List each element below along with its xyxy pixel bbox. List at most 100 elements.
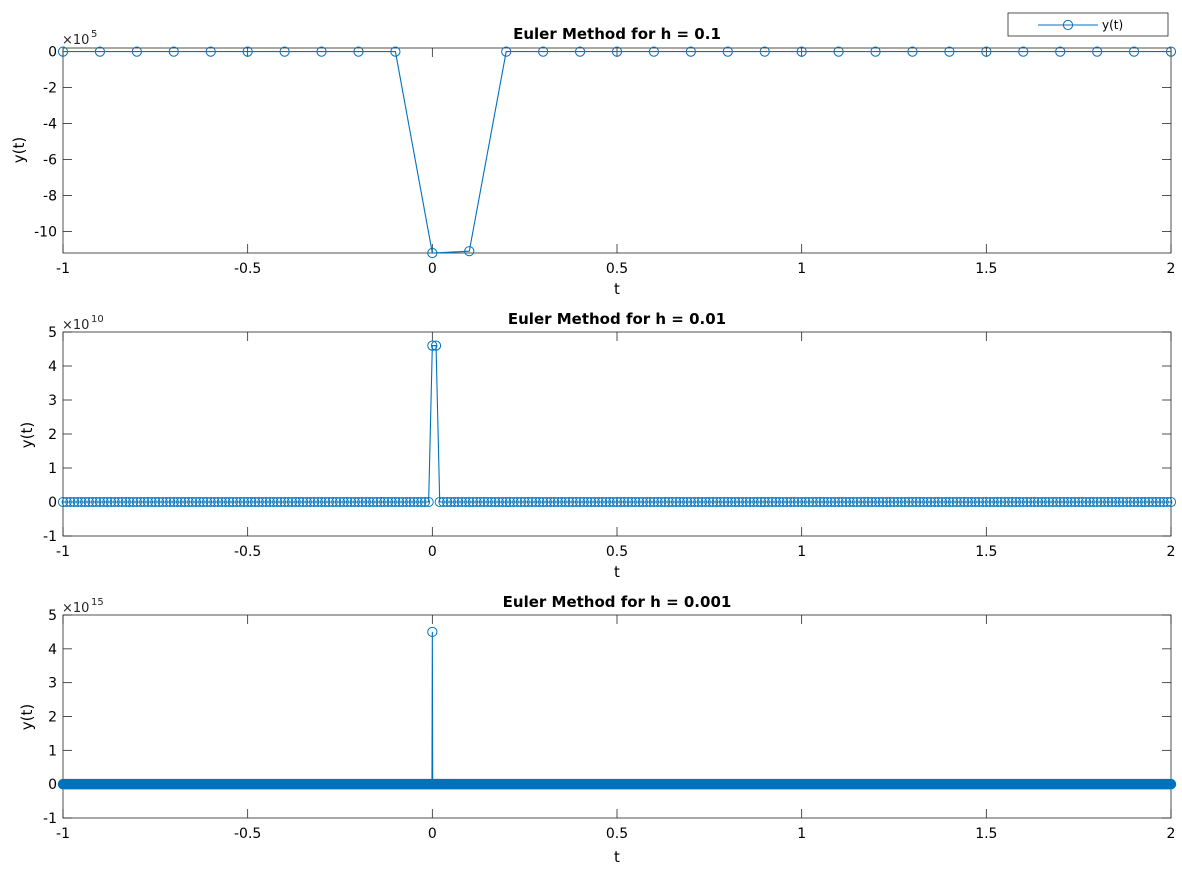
- data-point: [763, 496, 774, 508]
- data-point: [1114, 496, 1125, 508]
- data-point: [630, 496, 641, 508]
- data-point: [279, 496, 290, 508]
- data-point: [671, 496, 682, 508]
- data-point: [837, 496, 848, 508]
- data-point: [918, 496, 929, 508]
- data-point: [929, 496, 940, 508]
- data-point: [774, 496, 785, 508]
- data-point: [560, 496, 571, 508]
- data-point: [497, 496, 508, 508]
- data-point: [648, 496, 659, 508]
- data-point: [360, 496, 371, 508]
- data-point: [693, 496, 704, 508]
- data-point: [1121, 496, 1132, 508]
- data-point: [94, 46, 106, 57]
- data-point: [992, 496, 1003, 508]
- data-point: [242, 46, 253, 57]
- data-point: [674, 496, 685, 508]
- data-point: [69, 496, 80, 508]
- data-point: [353, 496, 364, 508]
- data-point: [412, 496, 423, 508]
- data-point: [822, 496, 833, 508]
- data-point: [896, 496, 907, 508]
- data-point: [907, 496, 918, 508]
- data-point: [870, 496, 881, 508]
- data-point: [578, 496, 589, 508]
- data-point: [131, 46, 142, 57]
- data-point: [741, 496, 752, 508]
- data-point: [589, 496, 600, 508]
- data-point: [733, 496, 744, 508]
- data-point: [390, 496, 401, 508]
- data-point: [1077, 496, 1088, 508]
- data-point: [371, 496, 382, 508]
- data-point: [1143, 496, 1154, 508]
- data-point: [1058, 496, 1069, 508]
- data-point: [586, 496, 597, 508]
- x-tick-label: -0.5: [234, 826, 261, 842]
- data-point: [379, 496, 390, 508]
- data-point: [984, 496, 996, 508]
- subplot-2-plot-area: -1 -0.5 0 0.5 1 1.5 2 -1 0 1 2 3 4 5: [43, 325, 1177, 560]
- data-point: [478, 496, 490, 508]
- y-tick-label: -6: [43, 152, 57, 168]
- data-point: [423, 496, 434, 508]
- data-point: [1040, 496, 1051, 508]
- x-tick-label: 2: [1167, 826, 1176, 842]
- data-point: [246, 496, 257, 508]
- data-point: [353, 46, 364, 57]
- data-point: [194, 496, 205, 508]
- data-point: [201, 496, 213, 508]
- data-point: [608, 496, 619, 508]
- data-point: [312, 496, 323, 508]
- data-point: [83, 496, 94, 508]
- data-point: [98, 496, 109, 508]
- data-point: [907, 46, 918, 57]
- data-point: [936, 496, 948, 508]
- subplot-1-legend: y(t): [1007, 12, 1169, 37]
- data-point: [375, 496, 386, 508]
- data-point: [575, 496, 586, 508]
- data-point: [456, 496, 467, 508]
- subplot-1-x-axis-label: t: [614, 280, 620, 298]
- data-point: [722, 46, 733, 57]
- data-point: [541, 496, 552, 508]
- y-tick-label: 3: [48, 676, 57, 692]
- data-point: [641, 496, 652, 508]
- subplot-2-title: Euler Method for h = 0.01: [508, 310, 726, 328]
- data-point: [948, 496, 959, 508]
- x-tick-label: 1: [797, 826, 806, 842]
- data-point: [128, 496, 139, 508]
- data-point: [298, 496, 309, 508]
- data-point: [209, 496, 220, 508]
- x-tick-label: 0.5: [606, 826, 628, 842]
- y-tick-label: -8: [43, 188, 57, 204]
- data-point: [120, 496, 131, 508]
- data-point: [1007, 496, 1018, 508]
- data-point: [604, 496, 615, 508]
- data-point: [305, 496, 316, 508]
- data-point: [826, 496, 837, 508]
- data-point: [316, 46, 327, 57]
- data-point: [486, 496, 497, 508]
- x-tick-label: -1: [56, 261, 70, 277]
- data-point: [405, 496, 416, 508]
- data-point: [257, 496, 268, 508]
- data-point: [597, 496, 608, 508]
- data-point: [1092, 46, 1103, 57]
- data-point: [224, 496, 235, 508]
- data-point: [840, 496, 852, 508]
- data-point: [730, 496, 741, 508]
- data-point: [1125, 496, 1136, 508]
- data-point: [1029, 496, 1040, 508]
- subplot-1-y-scale-exponent: 5: [91, 29, 97, 40]
- data-point: [397, 496, 408, 508]
- data-point: [545, 496, 556, 508]
- data-point: [877, 496, 888, 508]
- data-point: [117, 496, 128, 508]
- data-point: [892, 496, 903, 508]
- data-point: [394, 496, 405, 508]
- data-point: [711, 496, 722, 508]
- data-point: [944, 496, 955, 508]
